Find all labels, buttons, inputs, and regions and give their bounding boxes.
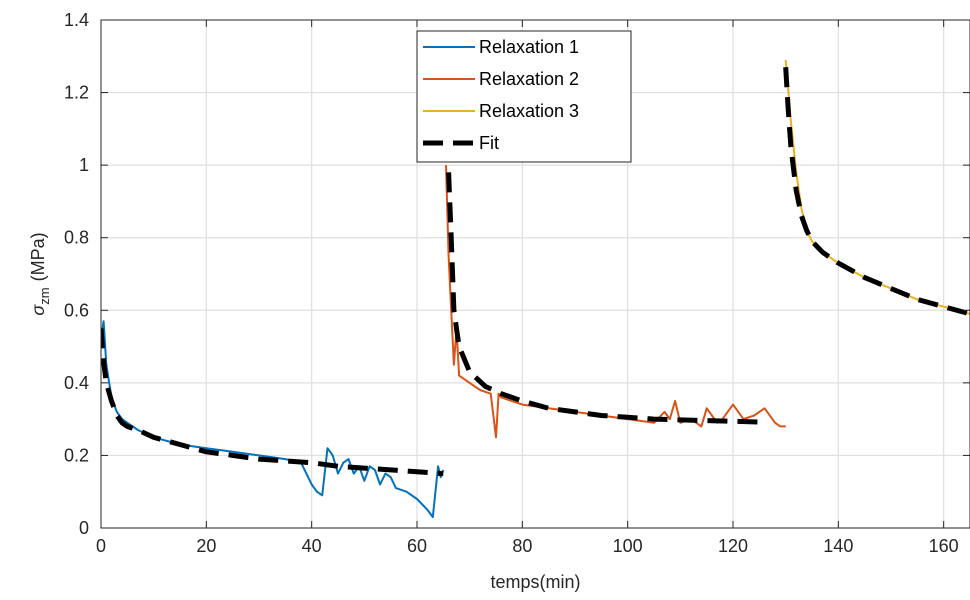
x-tick-label: 20 [196,536,216,556]
legend: Relaxation 1 Relaxation 2 Relaxation 3 Fit [417,31,631,162]
y-axis-label-subscript: zm [37,287,52,304]
x-axis-label: temps(min) [490,572,580,592]
y-axis-label-unit: (MPa) [28,232,48,281]
y-tick-label: 0.6 [64,300,89,320]
x-tick-label: 40 [302,536,322,556]
x-tick-label: 140 [823,536,853,556]
x-tick-label: 0 [96,536,106,556]
x-tick-label: 160 [929,536,959,556]
y-tick-label: 0.2 [64,445,89,465]
y-tick-label: 0.4 [64,373,89,393]
x-tick-label: 60 [407,536,427,556]
y-tick-label: 1.4 [64,10,89,30]
y-tick-label: 0.8 [64,228,89,248]
legend-label-relaxation-1: Relaxation 1 [479,37,579,57]
legend-label-relaxation-3: Relaxation 3 [479,101,579,121]
y-tick-label: 1.2 [64,83,89,103]
legend-label-fit: Fit [479,133,499,153]
x-tick-label: 120 [718,536,748,556]
y-tick-label: 0 [79,518,89,538]
x-tick-label: 80 [512,536,532,556]
x-tick-label: 100 [613,536,643,556]
legend-label-relaxation-2: Relaxation 2 [479,69,579,89]
y-tick-label: 1 [79,155,89,175]
